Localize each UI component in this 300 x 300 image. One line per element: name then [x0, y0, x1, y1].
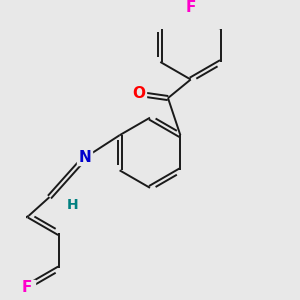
Text: N: N [78, 150, 91, 165]
Bar [184, 3, 197, 16]
Bar [22, 280, 35, 292]
Bar [132, 87, 146, 101]
Text: H: H [66, 198, 78, 212]
Text: O: O [133, 86, 146, 101]
Text: F: F [185, 0, 196, 15]
Text: F: F [22, 280, 32, 296]
Bar [66, 199, 78, 212]
Bar [77, 151, 92, 165]
